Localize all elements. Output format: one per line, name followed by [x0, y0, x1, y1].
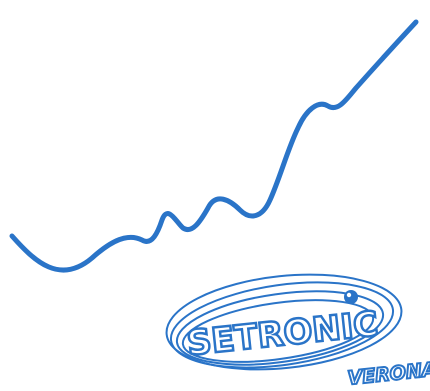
city-wordmark: VERONA — [347, 358, 430, 389]
orbit-rings — [165, 273, 403, 371]
rising-wave-line — [9, 19, 419, 273]
orbit-satellite-icon — [344, 290, 358, 304]
setronic-logo: SETRONIC VERONA — [165, 273, 430, 391]
